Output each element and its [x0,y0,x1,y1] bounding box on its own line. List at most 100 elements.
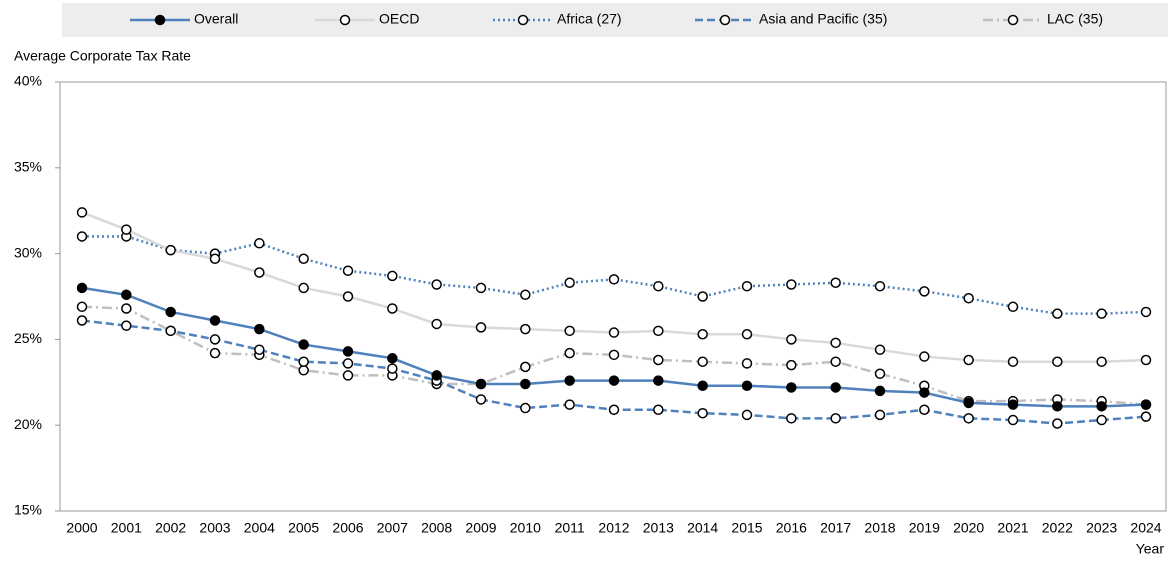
x-tick-label: 2023 [1086,520,1117,536]
data-point [564,347,575,359]
data-point [254,344,265,355]
data-point [564,325,575,337]
y-tick-label: 35% [14,159,42,175]
legend-label: Overall [194,11,238,27]
data-point [165,306,176,318]
data-point [608,274,620,285]
x-tick-label: 2007 [377,520,408,536]
x-tick-label: 2016 [776,520,807,536]
data-point [298,339,309,350]
data-point [520,361,531,373]
data-point [697,356,708,367]
data-point [741,280,753,292]
data-point [919,286,930,297]
data-point [963,354,974,366]
x-tick-label: 2010 [510,520,541,536]
data-point [387,353,398,364]
data-point [165,325,176,337]
data-point [963,413,974,424]
data-point [1052,356,1063,367]
data-point [1007,414,1019,426]
data-point [342,265,354,277]
legend-marker [719,14,731,26]
data-point [874,385,886,397]
x-tick-label: 2020 [953,520,984,536]
plot-area [59,81,1167,512]
data-point [1140,399,1152,410]
data-point [786,382,797,393]
data-point [121,320,132,331]
data-point [475,322,487,333]
data-point [1052,418,1063,429]
data-point [830,277,841,289]
data-point [741,409,753,421]
x-tick-label: 2024 [1130,520,1161,536]
data-point [76,207,88,218]
data-point [741,380,753,391]
data-point [1096,356,1107,367]
data-point [741,329,753,340]
legend-label: Africa (27) [557,11,622,27]
data-point [121,303,132,314]
x-tick-label: 2022 [1042,520,1073,536]
data-point [520,402,531,414]
data-point [608,375,620,386]
x-tick-label: 2013 [643,520,674,536]
data-point [209,315,221,326]
data-point [1096,401,1107,412]
legend-label: Asia and Pacific (35) [759,11,887,27]
x-tick-label: 2021 [997,520,1028,536]
data-point [1140,306,1152,318]
data-point [830,382,841,393]
data-point [786,359,797,371]
data-point [254,267,265,278]
y-tick-label: 20% [14,416,42,432]
data-point [919,351,930,362]
data-point [76,315,88,326]
data-point [786,413,797,424]
data-point [475,378,487,390]
data-point [387,270,398,282]
data-point [919,404,930,416]
data-point [963,397,974,409]
data-point [209,334,221,345]
data-point [1096,414,1107,426]
legend-marker [517,14,529,26]
data-point [342,346,354,357]
data-point [1052,308,1063,319]
data-point [653,375,664,386]
data-point [697,380,708,391]
data-point [298,365,309,376]
data-point [431,318,442,330]
data-point [1052,401,1063,412]
data-point [830,413,841,424]
data-point [564,399,575,410]
data-point [209,347,221,359]
data-point [564,277,575,289]
x-axis-label: Year [1136,541,1165,557]
x-tick-label: 2000 [66,520,97,536]
data-point [76,282,88,294]
data-point [298,253,309,264]
x-tick-label: 2002 [155,520,186,536]
data-point [919,387,930,398]
data-point [608,404,620,416]
data-point [1007,356,1019,367]
data-point [786,334,797,345]
data-point [564,375,575,386]
x-tick-label: 2012 [598,520,629,536]
x-tick-label: 2015 [731,520,762,536]
x-tick-label: 2001 [111,520,142,536]
data-point [1140,411,1152,422]
data-point [874,344,886,355]
data-point [254,238,265,249]
data-point [1007,301,1019,313]
data-point [963,292,974,304]
x-tick-label: 2014 [687,520,718,536]
data-point [786,279,797,290]
data-point [431,279,442,290]
data-point [475,394,487,405]
data-point [76,231,88,242]
data-point [608,327,620,338]
data-point [387,303,398,314]
